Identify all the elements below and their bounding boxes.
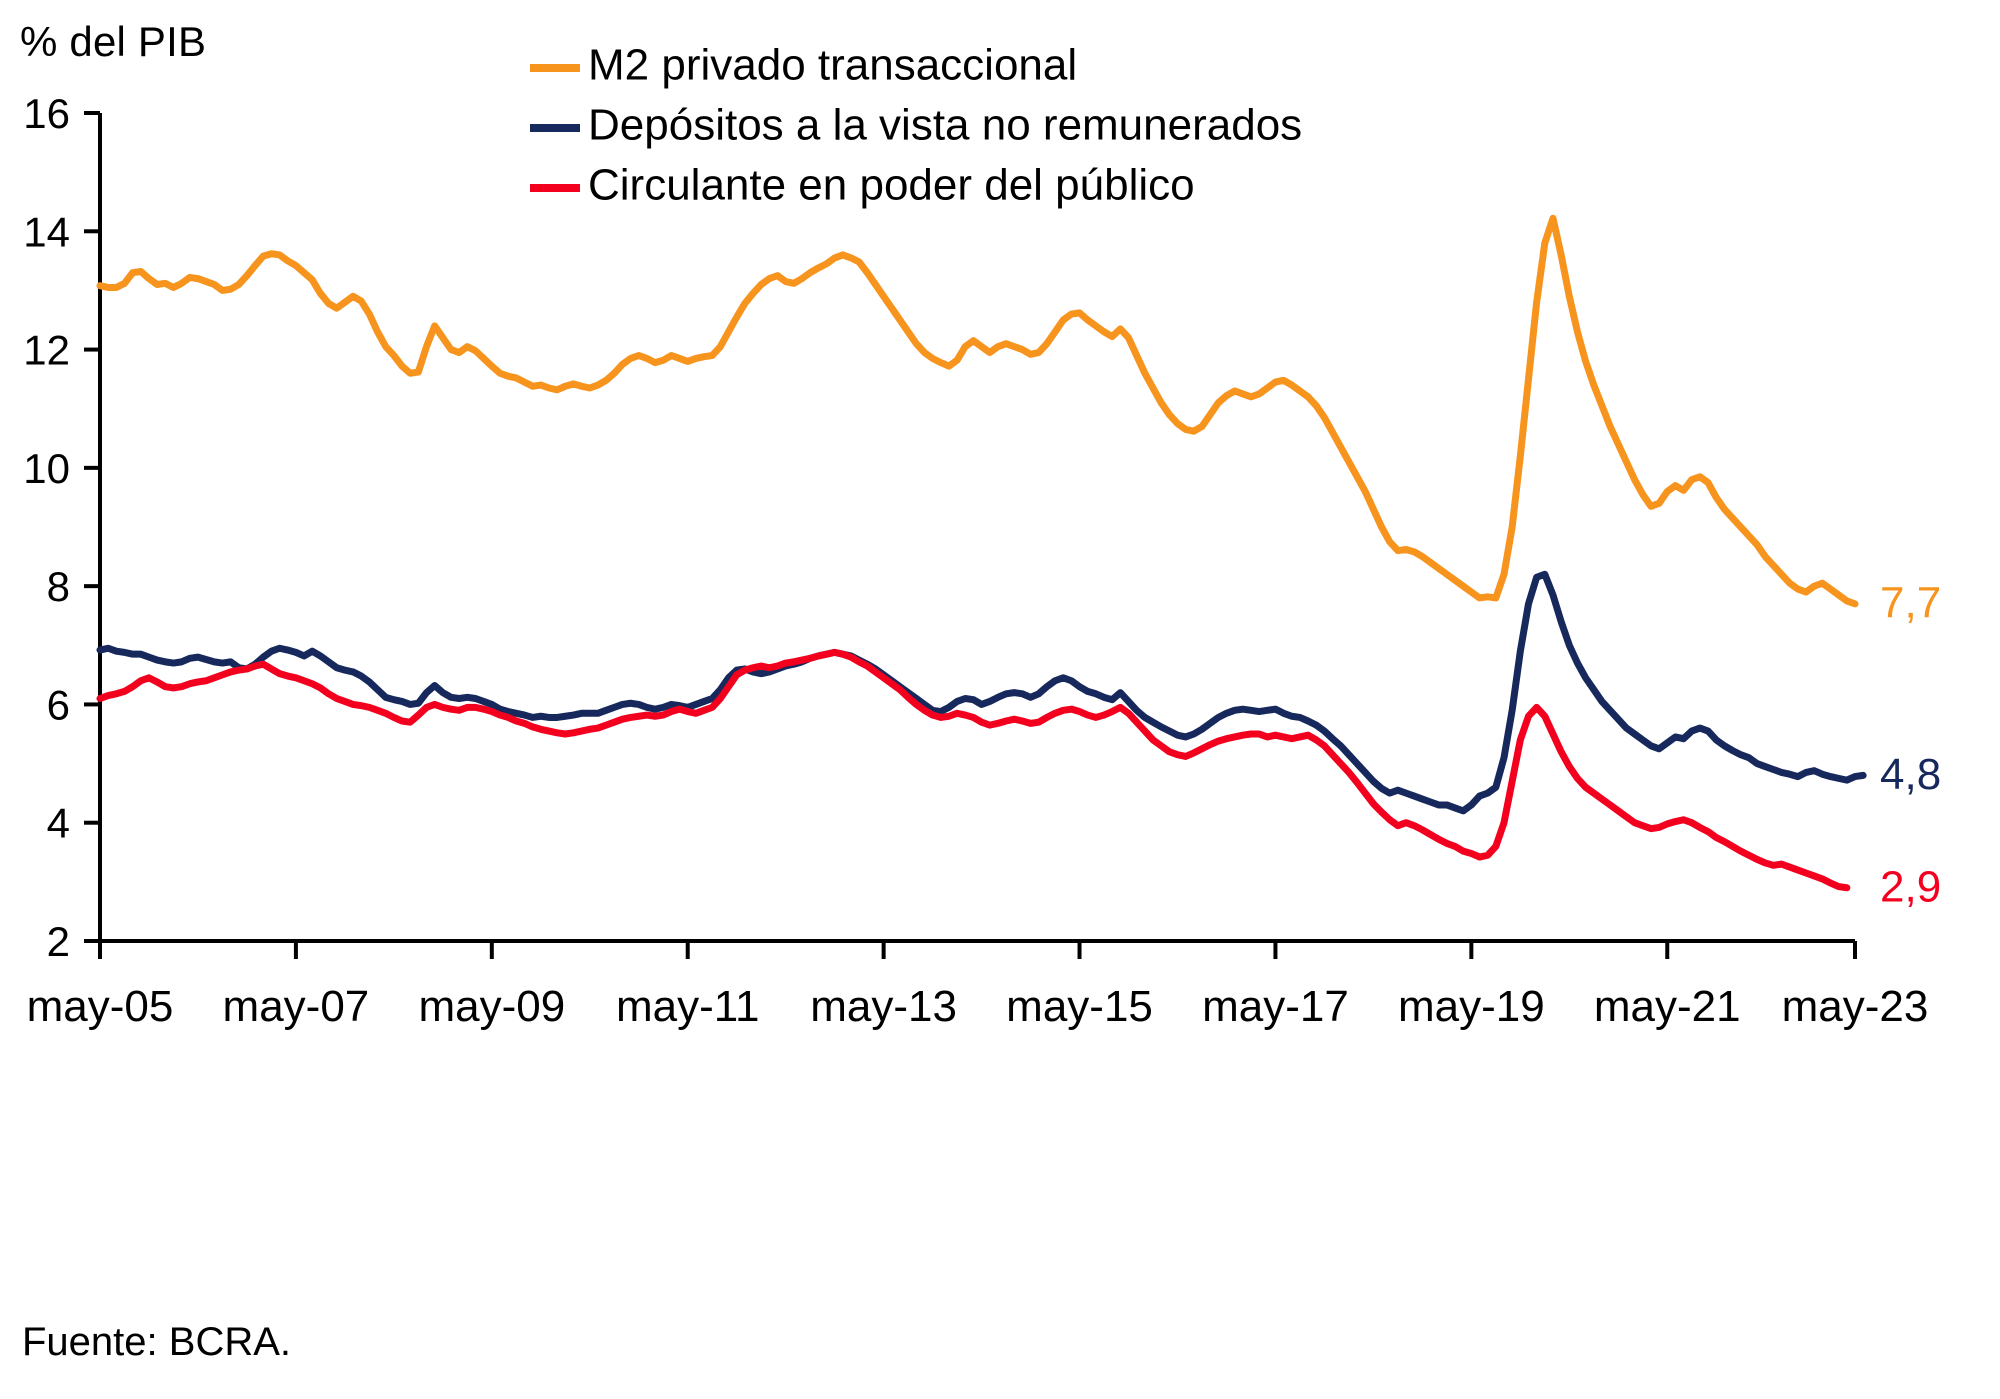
end-label-2: 4,8	[1880, 750, 1941, 799]
series-line-1	[96, 214, 1859, 608]
end-label-1: 7,7	[1880, 579, 1941, 628]
y-tick-label: 12	[23, 327, 70, 374]
y-tick-label: 14	[23, 208, 70, 255]
x-tick-label: may-13	[810, 982, 957, 1031]
legend-label-1: M2 privado transaccional	[588, 41, 1077, 90]
series-line-3	[96, 648, 1851, 892]
series-line-2	[96, 570, 1867, 815]
x-tick-label: may-23	[1782, 982, 1929, 1031]
y-tick-label: 8	[47, 563, 70, 610]
x-tick-label: may-17	[1202, 982, 1349, 1031]
x-tick-label: may-07	[223, 982, 370, 1031]
y-tick-label: 16	[23, 90, 70, 137]
y-tick-label: 4	[47, 800, 70, 847]
x-tick-label: may-05	[27, 982, 174, 1031]
x-tick-label: may-19	[1398, 982, 1545, 1031]
y-tick-label: 2	[47, 918, 70, 965]
y-axis-title: % del PIB	[20, 18, 207, 65]
legend-label-2: Depósitos a la vista no remunerados	[588, 101, 1302, 150]
x-tick-label: may-21	[1594, 982, 1741, 1031]
y-tick-label: 10	[23, 445, 70, 492]
source-note: Fuente: BCRA.	[22, 1320, 292, 1364]
legend-label-3: Circulante en poder del público	[588, 161, 1195, 210]
end-label-3: 2,9	[1880, 862, 1941, 911]
x-tick-label: may-11	[616, 982, 759, 1031]
x-tick-label: may-09	[418, 982, 565, 1031]
x-tick-label: may-15	[1006, 982, 1153, 1031]
y-tick-label: 6	[47, 681, 70, 728]
